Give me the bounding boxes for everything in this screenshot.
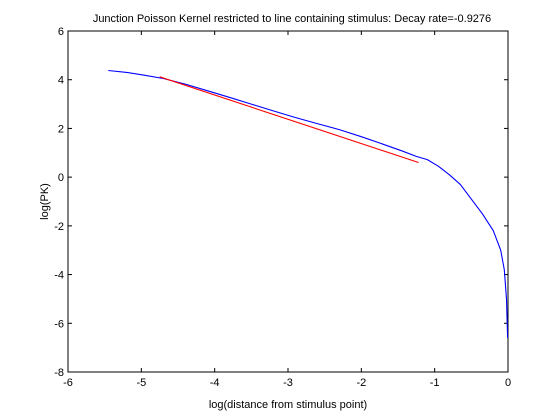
- x-tick-label: -2: [356, 377, 366, 389]
- x-tick-label: -5: [136, 377, 146, 389]
- chart-title: Junction Poisson Kernel restricted to li…: [93, 13, 491, 25]
- fit-line: [159, 76, 419, 164]
- y-tick-label: -2: [54, 221, 64, 233]
- y-axis-label: log(PK): [39, 183, 51, 220]
- plot-area: [67, 30, 509, 373]
- x-tick-label: -6: [63, 377, 73, 389]
- y-tick-label: 6: [58, 26, 64, 38]
- y-tick-label: -6: [54, 318, 64, 330]
- x-tick-label: -1: [430, 377, 440, 389]
- x-tick-label: -3: [283, 377, 293, 389]
- y-tick-label: 2: [58, 123, 64, 135]
- data-series-line: [108, 69, 509, 338]
- y-tick-label: -4: [54, 270, 64, 282]
- y-tick-label: 4: [58, 75, 64, 87]
- y-tick-label: 0: [58, 172, 64, 184]
- x-axis-label: log(distance from stimulus point): [209, 399, 367, 411]
- series-layer: [108, 69, 509, 338]
- y-tick-label: -8: [54, 367, 64, 379]
- x-tick-label: -4: [210, 377, 220, 389]
- x-tick-label: 0: [505, 377, 511, 389]
